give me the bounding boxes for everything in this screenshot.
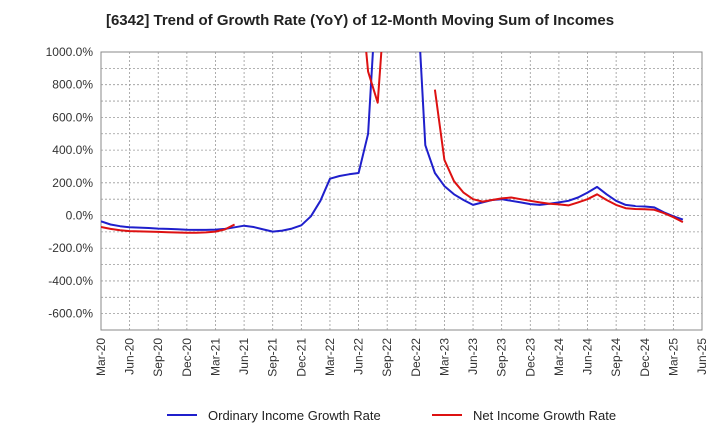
x-tick-label: Sep-21 bbox=[266, 338, 280, 377]
x-tick-label: Dec-23 bbox=[523, 338, 537, 377]
x-tick-label: Sep-24 bbox=[609, 338, 623, 377]
y-tick-label: 1000.0% bbox=[46, 45, 94, 59]
x-tick-label: Dec-20 bbox=[180, 338, 194, 377]
y-tick-label: -200.0% bbox=[48, 241, 93, 255]
y-tick-label: 200.0% bbox=[52, 176, 93, 190]
series-layer bbox=[101, 52, 684, 234]
x-tick-label: Sep-20 bbox=[151, 338, 165, 377]
series-line-1 bbox=[365, 52, 383, 104]
x-tick-label: Jun-23 bbox=[466, 338, 480, 375]
y-tick-label: -600.0% bbox=[48, 307, 93, 321]
x-tick-label: Jun-25 bbox=[695, 338, 709, 375]
y-tick-label: 0.0% bbox=[66, 209, 94, 223]
x-tick-label: Sep-23 bbox=[495, 338, 509, 377]
plot-area bbox=[100, 51, 703, 331]
series-line-1 bbox=[101, 223, 236, 234]
x-tick-label: Mar-21 bbox=[208, 338, 222, 376]
legend: Ordinary Income Growth Rate Net Income Gr… bbox=[167, 408, 616, 423]
legend-label-1: Net Income Growth Rate bbox=[473, 408, 616, 423]
y-tick-label: 800.0% bbox=[52, 78, 93, 92]
y-tick-label: 600.0% bbox=[52, 110, 93, 124]
legend-label-0: Ordinary Income Growth Rate bbox=[208, 408, 381, 423]
x-tick-label: Mar-20 bbox=[94, 338, 108, 376]
x-tick-label: Mar-22 bbox=[323, 338, 337, 376]
x-tick-label: Mar-24 bbox=[552, 338, 566, 376]
x-tick-label: Dec-21 bbox=[294, 338, 308, 377]
x-tick-label: Mar-23 bbox=[437, 338, 451, 376]
x-tick-label: Dec-24 bbox=[638, 338, 652, 377]
x-tick-label: Jun-22 bbox=[352, 338, 366, 375]
x-tick-label: Sep-22 bbox=[380, 338, 394, 377]
chart-title: [6342] Trend of Growth Rate (YoY) of 12-… bbox=[105, 12, 615, 29]
axes: 1000.0% 800.0% 600.0% 400.0% 200.0% 0.0% -200.… bbox=[46, 45, 709, 377]
x-tick-label: Jun-21 bbox=[237, 338, 251, 375]
y-tick-label: -400.0% bbox=[48, 274, 93, 288]
series-line-0 bbox=[101, 52, 684, 233]
x-tick-label: Dec-22 bbox=[409, 338, 423, 377]
x-tick-label: Jun-20 bbox=[123, 338, 137, 375]
y-tick-label: 400.0% bbox=[52, 143, 93, 157]
x-tick-label: Mar-25 bbox=[666, 338, 680, 376]
x-tick-label: Jun-24 bbox=[581, 338, 595, 375]
series-line-1 bbox=[433, 89, 684, 223]
grid bbox=[100, 51, 703, 331]
